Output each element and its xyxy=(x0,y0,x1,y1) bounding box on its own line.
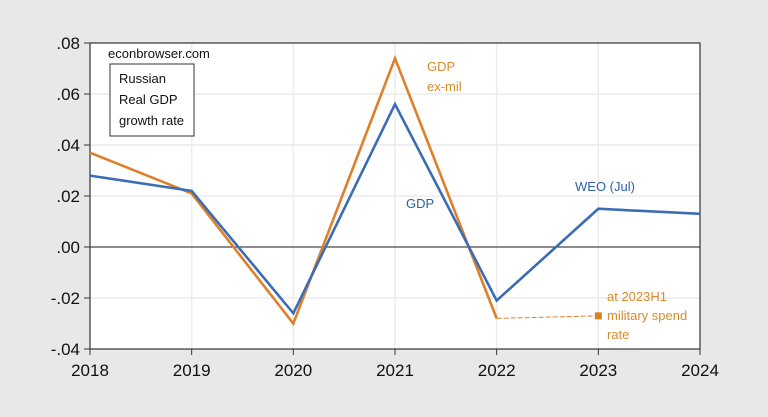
y-tick-label: .06 xyxy=(56,85,80,104)
y-tick-label: .04 xyxy=(56,136,80,155)
y-tick-label: -.04 xyxy=(51,340,80,359)
legend-line-1: Russian xyxy=(119,71,166,86)
y-tick-label: .02 xyxy=(56,187,80,206)
annotation-weo: WEO (Jul) xyxy=(575,179,635,194)
series-lines xyxy=(89,54,701,327)
source-label: econbrowser.com xyxy=(108,46,210,61)
series-line xyxy=(89,101,701,316)
x-tick-label: 2019 xyxy=(173,361,211,380)
square-marker xyxy=(594,312,602,320)
x-axis: 2018 2019 2020 2021 2022 2023 2024 xyxy=(71,349,719,380)
annotation-military-3: rate xyxy=(607,327,629,342)
series-line xyxy=(496,315,599,319)
y-tick-label: .08 xyxy=(56,34,80,53)
legend-line-2: Real GDP xyxy=(119,92,178,107)
x-tick-label: 2021 xyxy=(376,361,414,380)
annotation-gdp-exmil-2: ex-mil xyxy=(427,79,462,94)
legend-line-3: growth rate xyxy=(119,113,184,128)
x-tick-label: 2022 xyxy=(478,361,516,380)
annotation-military-1: at 2023H1 xyxy=(607,289,667,304)
x-tick-label: 2020 xyxy=(274,361,312,380)
y-tick-label: -.02 xyxy=(51,289,80,308)
y-axis: .08 .06 .04 .02 .00 -.02 -.04 xyxy=(51,34,90,359)
annotation-gdp: GDP xyxy=(406,196,434,211)
x-tick-label: 2024 xyxy=(681,361,719,380)
annotation-military-2: military spend xyxy=(607,308,687,323)
legend-box xyxy=(109,63,195,137)
series-line xyxy=(89,54,498,327)
y-tick-label: .00 xyxy=(56,238,80,257)
annotation-gdp-exmil-1: GDP xyxy=(427,59,455,74)
x-tick-label: 2018 xyxy=(71,361,109,380)
x-tick-label: 2023 xyxy=(579,361,617,380)
